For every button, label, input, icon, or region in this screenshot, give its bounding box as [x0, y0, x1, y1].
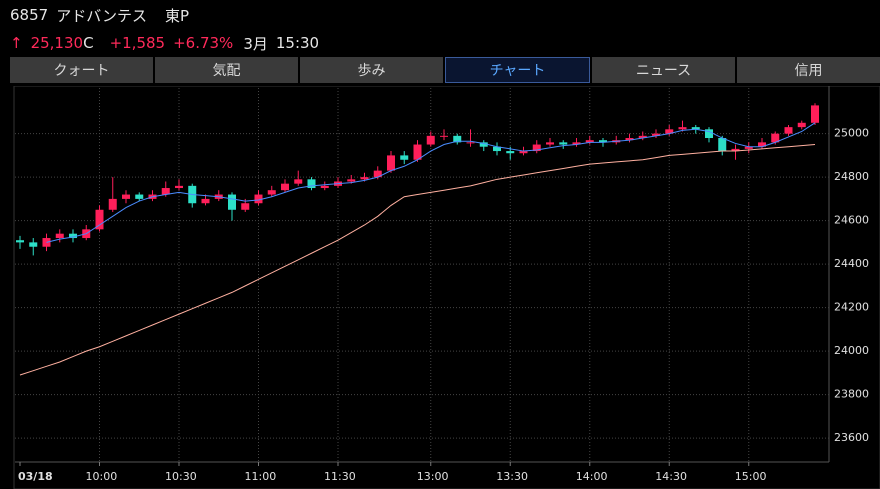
candle-body	[241, 203, 250, 210]
candle-body	[267, 190, 276, 195]
candle-body	[479, 142, 488, 147]
candle-body	[466, 142, 475, 144]
candle-body	[387, 155, 395, 171]
candle-body	[373, 170, 382, 178]
candle-body	[95, 209, 104, 230]
tab[interactable]: ニュース	[592, 57, 735, 83]
candle-body	[307, 179, 316, 189]
candle-body	[585, 140, 594, 143]
moving-average-line	[46, 122, 816, 243]
candle-body	[784, 127, 793, 134]
x-tick-label: 10:30	[165, 470, 197, 483]
candle-body	[29, 242, 38, 247]
candle-body	[426, 135, 435, 145]
x-tick-label: 10:00	[86, 470, 118, 483]
chart: 23600 23800 24000 24200 24400 24600 24800 25000…	[13, 86, 880, 489]
candle-body	[652, 133, 660, 136]
price-flag: C	[83, 34, 94, 52]
y-tick-label: 24000	[834, 344, 869, 357]
candle-body	[320, 185, 329, 189]
candle-body	[440, 135, 448, 137]
candle-body	[599, 140, 607, 143]
x-tick-label: 11:00	[245, 470, 277, 483]
y-tick-label: 25000	[834, 127, 869, 140]
change-pct: +6.73%	[173, 34, 234, 52]
candle-body	[360, 177, 369, 180]
x-tick-label: 15:00	[735, 470, 767, 483]
x-tick-label: 14:00	[576, 470, 608, 483]
candle-body	[625, 138, 634, 141]
candle-body	[16, 240, 24, 243]
candle-body	[493, 146, 501, 152]
candle-body	[519, 151, 528, 154]
candle-body	[691, 127, 700, 130]
candle-body	[811, 105, 819, 123]
candle-body	[161, 188, 170, 195]
y-tick-label: 24200	[834, 301, 869, 314]
candle-body	[413, 144, 422, 160]
candle-body	[201, 198, 210, 204]
candle-body	[281, 183, 289, 191]
candle-body	[771, 133, 780, 143]
tab[interactable]: 信用	[737, 57, 880, 83]
time: 15:30	[275, 34, 320, 52]
candle-body	[638, 135, 647, 139]
candle-body	[69, 233, 77, 239]
stock-row: 6857 アドバンテス 東P	[10, 2, 197, 28]
tab[interactable]: チャート	[445, 57, 590, 83]
candle-body	[744, 146, 753, 149]
candle-body	[135, 194, 144, 199]
tab-bar: クォート 気配 歩み チャート ニュース 信用	[10, 57, 880, 83]
moving-average-line	[19, 144, 816, 376]
x-tick-label: 14:30	[655, 470, 687, 483]
candle-body	[532, 144, 541, 152]
x-tick-label: 13:30	[496, 470, 528, 483]
candle-body	[758, 142, 766, 147]
x-tick-label: 11:30	[324, 470, 356, 483]
x-tick-label: 03/18	[18, 470, 53, 483]
candle-body	[506, 151, 515, 154]
price-row: ↑ 25,130 C +1,585 +6.73% 3月 15:30	[10, 30, 327, 56]
price: 25,130	[30, 34, 84, 52]
y-tick-label: 23600	[834, 431, 869, 444]
candle-body	[546, 142, 554, 145]
y-tick-label: 23800	[834, 388, 869, 401]
candle-body	[678, 127, 687, 130]
candle-body	[228, 194, 236, 210]
tab[interactable]: 気配	[155, 57, 298, 83]
stock-name: アドバンテス	[56, 6, 147, 25]
candle-body	[347, 179, 356, 182]
candle-body	[731, 148, 740, 152]
y-tick-label: 24600	[834, 214, 869, 227]
candle-body	[559, 142, 568, 145]
y-tick-label: 24400	[834, 257, 869, 270]
month: 3月	[243, 34, 268, 53]
candle-body	[453, 135, 462, 143]
candle-body	[665, 129, 674, 134]
candle-body	[294, 179, 303, 184]
candle-body	[122, 194, 130, 199]
y-tick-label: 24800	[834, 170, 869, 183]
candle-body	[175, 185, 183, 189]
candle-body	[400, 155, 409, 160]
stock-code: 6857	[10, 6, 49, 24]
candle-body	[108, 198, 117, 210]
tab[interactable]: クォート	[10, 57, 153, 83]
arrow: ↑	[10, 34, 23, 52]
market: 東P	[164, 6, 189, 25]
candle-body	[718, 138, 727, 152]
candle-body	[705, 129, 713, 139]
candle-body	[254, 194, 263, 204]
change: +1,585	[109, 34, 166, 52]
tab[interactable]: 歩み	[300, 57, 443, 83]
candle-body	[797, 122, 806, 128]
x-tick-label: 13:00	[417, 470, 449, 483]
candle-body	[572, 142, 581, 145]
candle-body	[55, 233, 64, 239]
